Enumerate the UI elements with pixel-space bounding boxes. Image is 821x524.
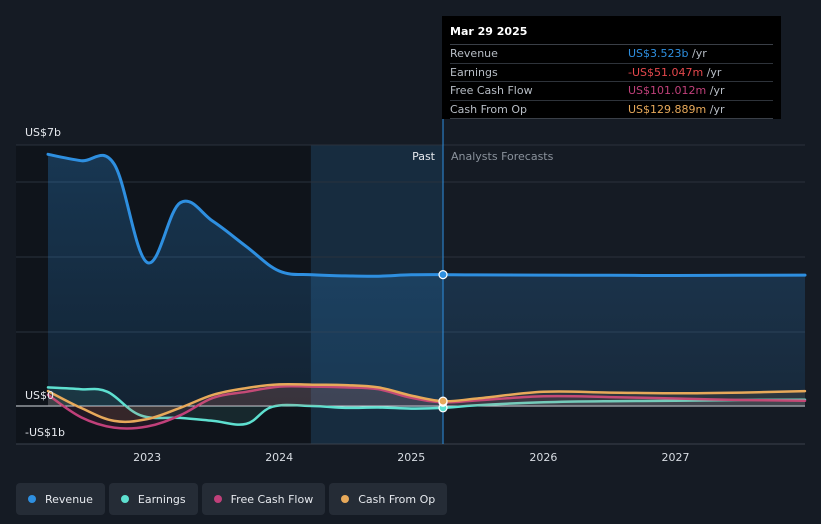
legend-label: Earnings [137, 492, 186, 506]
tooltip-row-value: US$3.523b /yr [628, 45, 707, 63]
forecast-label: Analysts Forecasts [451, 150, 554, 163]
y-tick-label: US$0 [25, 389, 54, 402]
tooltip-value-number: US$101.012m [628, 84, 707, 97]
cash-from-op-line [46, 382, 807, 424]
tooltip-row-free-cash-flow: Free Cash Flow US$101.012m /yr [450, 82, 773, 101]
free-cash-flow-line [46, 384, 807, 430]
legend-label: Cash From Op [358, 492, 436, 506]
tooltip-value-unit: /yr [692, 47, 707, 60]
legend: Revenue Earnings Free Cash Flow Cash Fro… [16, 483, 448, 515]
tooltip-row-name: Revenue [450, 47, 498, 60]
x-tick-label: 2024 [265, 451, 293, 464]
past-label: Past [412, 150, 436, 163]
tooltip-value-number: US$129.889m [628, 102, 707, 116]
legend-label: Free Cash Flow [230, 492, 314, 506]
tooltip: Mar 29 2025 Revenue US$3.523b /yr Earnin… [442, 16, 781, 119]
earnings-area [48, 387, 805, 425]
tooltip-row-value: US$129.889m /yr [628, 101, 725, 119]
y-tick-label: -US$1b [25, 426, 65, 439]
tooltip-value-unit: /yr [706, 65, 722, 79]
earnings-dot-icon [120, 495, 129, 503]
tooltip-row-value: -US$51.047m /yr [628, 64, 721, 82]
legend-label: Revenue [45, 492, 93, 506]
revenue-marker [438, 270, 448, 280]
x-tick-label: 2023 [133, 451, 161, 464]
tooltip-row-name: Cash From Op [450, 102, 528, 116]
tooltip-row-value: US$101.012m /yr [628, 82, 725, 100]
tooltip-value-number: -US$51.047m [628, 65, 704, 79]
tooltip-value-number: US$3.523b [628, 47, 689, 60]
free-cash-flow-area [48, 386, 805, 429]
tooltip-value-unit: /yr [709, 102, 725, 116]
legend-item-earnings[interactable]: Earnings [108, 483, 198, 515]
tooltip-value-unit: /yr [709, 84, 725, 97]
cash-from-op-marker [438, 396, 448, 406]
legend-item-revenue[interactable]: Revenue [16, 483, 105, 515]
earnings-line [46, 386, 807, 426]
tooltip-row-name: Earnings [450, 65, 498, 79]
cash-from-op-dot-icon [341, 495, 350, 503]
revenue-area [48, 154, 805, 406]
x-tick-label: 2025 [397, 451, 425, 464]
x-tick-label: 2026 [529, 451, 557, 464]
tooltip-row-earnings: Earnings -US$51.047m /yr [450, 64, 773, 82]
free-cash-flow-dot-icon [213, 495, 222, 503]
legend-item-free-cash-flow[interactable]: Free Cash Flow [201, 483, 326, 515]
tooltip-row-cash-from-op: Cash From Op US$129.889m /yr [450, 101, 773, 119]
revenue-line [46, 152, 807, 278]
legend-item-cash-from-op[interactable]: Cash From Op [329, 483, 448, 515]
revenue-dot-icon [28, 495, 36, 503]
y-tick-label: US$7b [25, 126, 61, 139]
tooltip-row-name: Free Cash Flow [450, 84, 533, 97]
x-tick-label: 2027 [662, 451, 690, 464]
tooltip-row-revenue: Revenue US$3.523b /yr [450, 45, 773, 64]
tooltip-date: Mar 29 2025 [450, 24, 773, 45]
